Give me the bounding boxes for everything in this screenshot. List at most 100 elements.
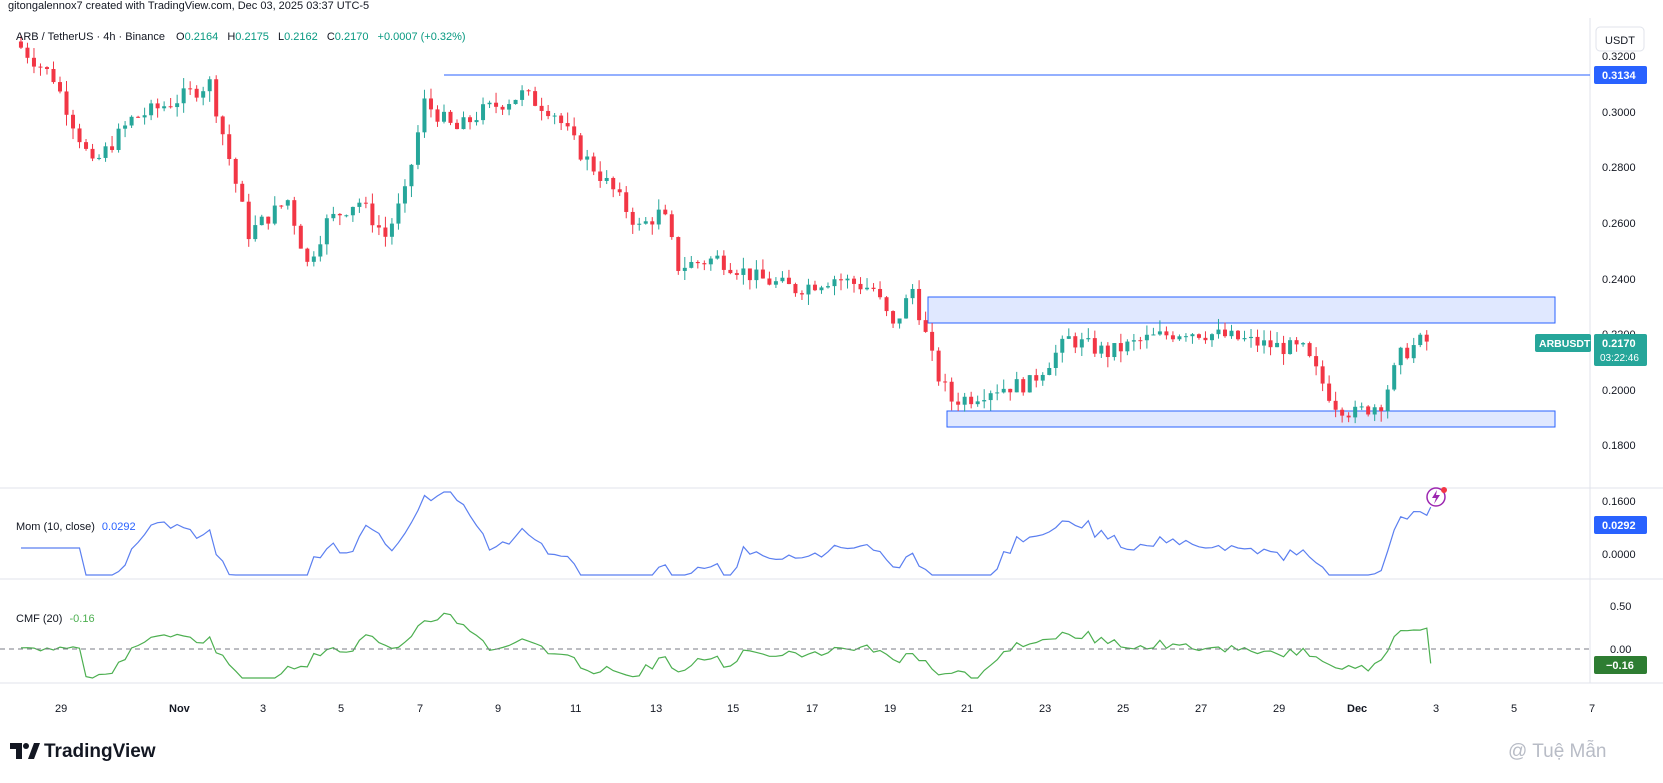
candle-body xyxy=(663,209,668,215)
candle-body xyxy=(812,284,817,291)
candle-body xyxy=(1118,343,1123,352)
time-tick: 29 xyxy=(1273,703,1285,715)
cmf-value-badge xyxy=(1594,656,1647,674)
candle-body xyxy=(1112,343,1117,358)
candle-body xyxy=(1001,388,1006,393)
candle-body xyxy=(930,331,935,351)
time-tick: 17 xyxy=(806,703,818,715)
candlestick-series xyxy=(18,35,1429,424)
legend-open: 0.2164 xyxy=(185,31,219,43)
legend-symbol: ARB / TetherUS · 4h · Binance xyxy=(16,31,165,43)
candle-body xyxy=(780,277,785,282)
cmf-legend-label: CMF (20) xyxy=(16,613,62,625)
symbol-legend[interactable]: ARB / TetherUS · 4h · Binance O0.2164 H0… xyxy=(16,31,466,43)
resistance-zone[interactable] xyxy=(927,296,1556,324)
candle-body xyxy=(1346,415,1351,418)
candle-body xyxy=(533,91,538,106)
time-tick: 15 xyxy=(727,703,739,715)
candle-body xyxy=(852,278,857,284)
candle-body xyxy=(689,261,694,268)
candle-body xyxy=(18,41,23,48)
time-tick: 19 xyxy=(884,703,896,715)
candle-body xyxy=(1398,347,1403,366)
candle-body xyxy=(923,320,928,332)
candle-body xyxy=(292,200,297,226)
candle-body xyxy=(272,205,277,224)
candle-body xyxy=(513,99,518,105)
candle-body xyxy=(773,281,778,285)
candle-body xyxy=(214,79,219,117)
candle-body xyxy=(220,116,225,135)
candle-body xyxy=(201,91,206,98)
momentum-series xyxy=(21,491,1432,576)
candle-body xyxy=(1340,409,1345,416)
candle-body xyxy=(402,186,407,204)
candle-body xyxy=(1105,345,1110,358)
candle-body xyxy=(624,192,629,212)
tradingview-logo-icon xyxy=(10,743,40,765)
candle-body xyxy=(578,135,583,160)
candle-body xyxy=(84,142,89,149)
candle-body xyxy=(871,287,876,289)
candle-body xyxy=(409,164,414,187)
candle-body xyxy=(357,202,362,207)
candle-body xyxy=(396,203,401,224)
currency-button[interactable] xyxy=(1595,26,1645,52)
time-tick: 7 xyxy=(417,703,423,715)
candle-body xyxy=(1379,407,1384,412)
tradingview-brand: TradingView xyxy=(44,741,156,762)
candle-body xyxy=(474,120,479,123)
time-tick: 27 xyxy=(1195,703,1207,715)
candle-body xyxy=(949,381,954,402)
candle-body xyxy=(585,156,590,160)
candle-body xyxy=(240,183,245,202)
price-tick: 0.3000 xyxy=(1602,107,1636,119)
time-tick: 7 xyxy=(1589,703,1595,715)
candle-body xyxy=(376,225,381,228)
candle-body xyxy=(988,393,993,401)
candle-body xyxy=(44,67,49,69)
mom-legend[interactable]: Mom (10, close) 0.0292 xyxy=(16,521,136,533)
candle-body xyxy=(1216,329,1221,335)
price-tick: 0.2400 xyxy=(1602,274,1636,286)
candle-body xyxy=(650,221,655,225)
tradingview-logo[interactable]: TradingView xyxy=(10,741,156,765)
candle-body xyxy=(904,298,909,319)
support-zone[interactable] xyxy=(946,410,1556,428)
candle-body xyxy=(1307,343,1312,357)
candle-body xyxy=(71,114,76,129)
candle-body xyxy=(754,269,759,281)
candle-body xyxy=(598,171,603,181)
candle-body xyxy=(1177,336,1182,340)
candle-body xyxy=(494,102,499,107)
candle-body xyxy=(363,202,368,204)
candle-body xyxy=(38,66,43,68)
candle-body xyxy=(1125,341,1130,352)
candle-body xyxy=(819,287,824,291)
candle-body xyxy=(155,103,160,109)
candle-body xyxy=(943,381,948,383)
candle-body xyxy=(1164,331,1169,336)
time-axis[interactable]: 29 Nov 3 5 7 9 11 13 15 17 19 21 23 25 2… xyxy=(55,703,1595,715)
candle-body xyxy=(507,104,512,110)
candle-body xyxy=(669,214,674,238)
candle-body xyxy=(591,156,596,172)
price-axis[interactable]: 0.3200 0.3000 0.2800 0.2600 0.2400 0.220… xyxy=(1602,51,1636,508)
candle-body xyxy=(461,117,466,130)
candle-body xyxy=(1183,336,1188,338)
cmf-legend[interactable]: CMF (20) -0.16 xyxy=(16,613,95,625)
cmf-line xyxy=(20,612,1432,679)
candle-body xyxy=(878,288,883,298)
candle-body xyxy=(1301,343,1306,345)
mom-value-axis-label: 0.0292 xyxy=(1602,520,1636,532)
candle-body xyxy=(337,213,342,216)
candle-body xyxy=(175,103,180,108)
candle-body xyxy=(194,88,199,98)
lightning-alert-icon[interactable] xyxy=(1426,487,1447,507)
candle-body xyxy=(253,225,258,240)
candle-body xyxy=(1157,331,1162,335)
candle-body xyxy=(481,104,486,121)
candle-body xyxy=(77,128,82,143)
candle-body xyxy=(1099,345,1104,354)
